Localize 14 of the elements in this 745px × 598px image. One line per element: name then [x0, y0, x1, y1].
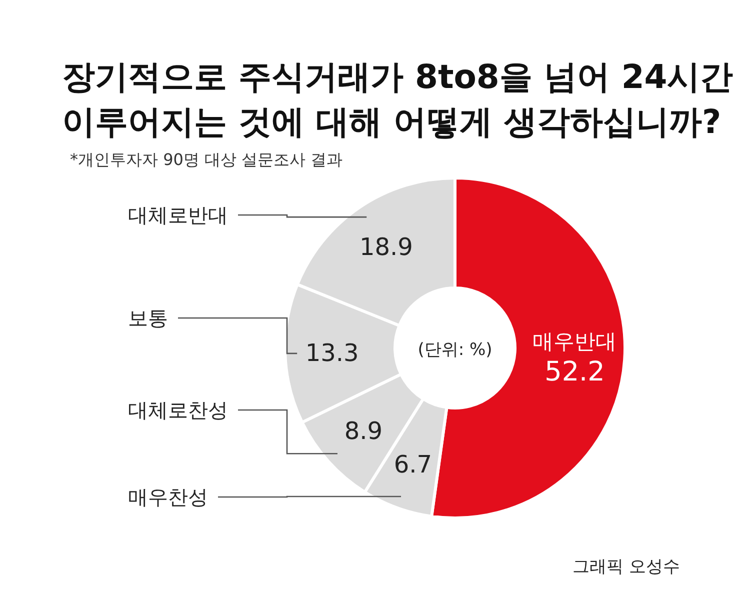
slice-label: 대체로찬성 [128, 398, 228, 422]
slice-label: 매우찬성 [128, 485, 208, 509]
slice-label: 대체로반대 [128, 203, 228, 227]
data-label: 6.7 [394, 450, 432, 479]
data-label: 52.2 [544, 356, 605, 388]
slice-label: 보통 [128, 306, 168, 330]
text: (단위: %) [418, 340, 492, 360]
slice-label: 매우반대 [532, 329, 617, 354]
text: 그래픽 오성수 [572, 557, 680, 577]
data-label: 8.9 [344, 417, 383, 446]
data-label: 18.9 [359, 233, 413, 262]
chart-title: 장기적으로 주식거래가 8to8을 넘어 24시간 이루어지는 것에 대해 어떻게 생각하십니까? [62, 57, 734, 141]
chart-subtitle: *개인투자자 90명 대상 설문조사 결과 [70, 150, 343, 169]
data-label: 13.3 [305, 339, 359, 368]
